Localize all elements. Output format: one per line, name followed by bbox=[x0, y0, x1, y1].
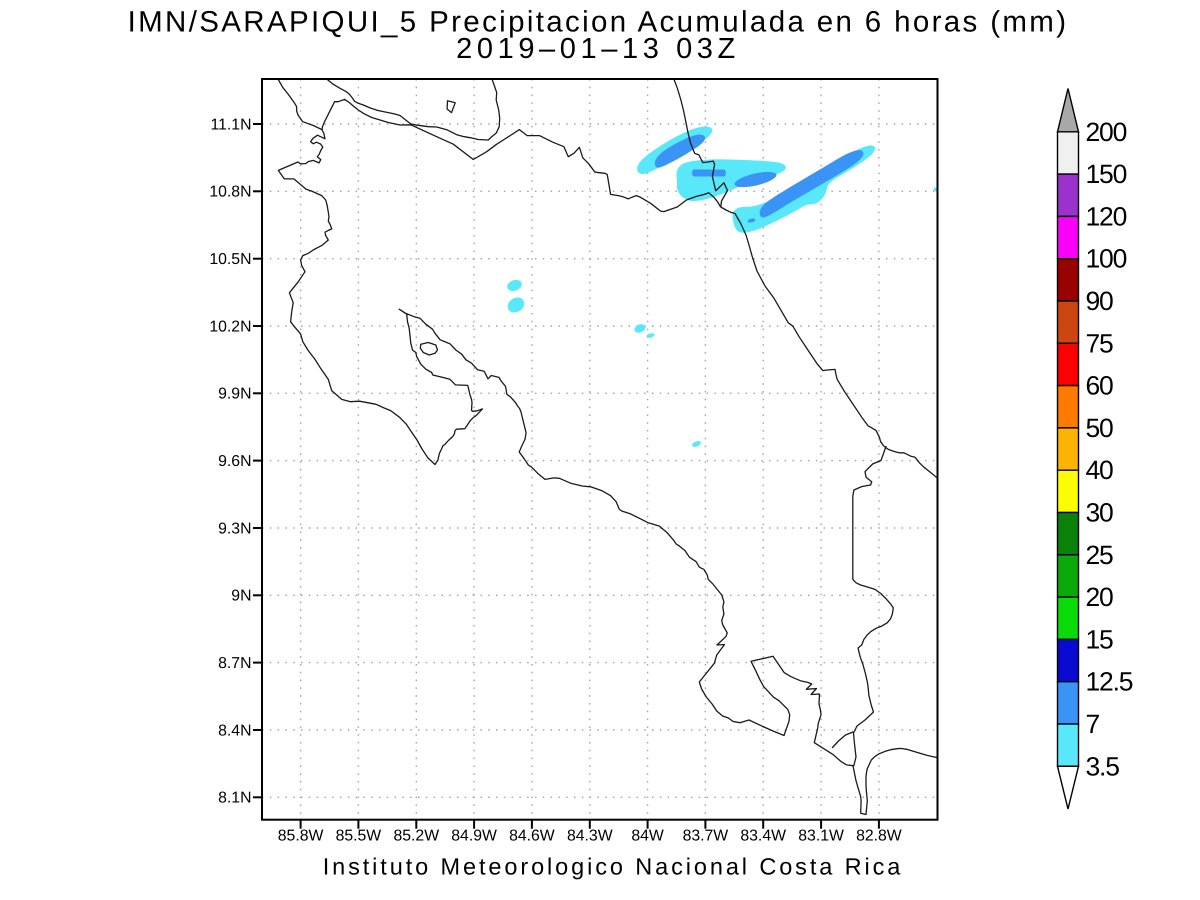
svg-text:75: 75 bbox=[1086, 328, 1114, 358]
svg-text:9.6N: 9.6N bbox=[218, 453, 251, 470]
svg-text:100: 100 bbox=[1086, 244, 1127, 274]
svg-text:9.9N: 9.9N bbox=[218, 386, 251, 403]
svg-text:84.3W: 84.3W bbox=[567, 828, 613, 845]
svg-text:IMN/SARAPIQUI_5 Precipitacion: IMN/SARAPIQUI_5 Precipitacion Acumulada … bbox=[128, 6, 1069, 39]
svg-text:10.2N: 10.2N bbox=[209, 318, 251, 335]
svg-text:8.4N: 8.4N bbox=[218, 722, 251, 739]
svg-text:7: 7 bbox=[1086, 709, 1100, 739]
svg-text:82.8W: 82.8W bbox=[856, 828, 902, 845]
svg-text:20: 20 bbox=[1086, 582, 1114, 612]
svg-text:2019–01–13 03Z: 2019–01–13 03Z bbox=[456, 33, 740, 65]
svg-text:9.3N: 9.3N bbox=[218, 520, 251, 537]
svg-text:85.2W: 85.2W bbox=[393, 828, 439, 845]
svg-text:85.5W: 85.5W bbox=[336, 828, 382, 845]
svg-text:83.7W: 83.7W bbox=[683, 828, 729, 845]
svg-text:12.5: 12.5 bbox=[1086, 667, 1133, 697]
svg-text:30: 30 bbox=[1086, 498, 1114, 528]
svg-text:84.9W: 84.9W bbox=[451, 828, 497, 845]
svg-text:84.6W: 84.6W bbox=[509, 828, 555, 845]
svg-text:10.8N: 10.8N bbox=[209, 184, 251, 201]
svg-text:3.5: 3.5 bbox=[1086, 751, 1120, 781]
svg-text:9N: 9N bbox=[231, 588, 251, 605]
svg-text:84W: 84W bbox=[631, 828, 664, 845]
svg-text:50: 50 bbox=[1086, 413, 1114, 443]
svg-text:150: 150 bbox=[1086, 159, 1127, 189]
svg-text:8.1N: 8.1N bbox=[218, 790, 251, 807]
svg-text:25: 25 bbox=[1086, 540, 1114, 570]
svg-text:60: 60 bbox=[1086, 371, 1114, 401]
svg-text:90: 90 bbox=[1086, 286, 1114, 316]
svg-text:200: 200 bbox=[1086, 117, 1127, 147]
svg-text:10.5N: 10.5N bbox=[209, 251, 251, 268]
svg-text:83.1W: 83.1W bbox=[798, 828, 844, 845]
svg-text:15: 15 bbox=[1086, 624, 1114, 654]
svg-text:85.8W: 85.8W bbox=[278, 828, 324, 845]
svg-text:83.4W: 83.4W bbox=[740, 828, 786, 845]
svg-text:Instituto Meteorologico Nacion: Instituto Meteorologico Nacional Costa R… bbox=[323, 854, 904, 880]
svg-text:120: 120 bbox=[1086, 201, 1127, 231]
svg-text:8.7N: 8.7N bbox=[218, 655, 251, 672]
svg-text:40: 40 bbox=[1086, 455, 1114, 485]
svg-text:11.1N: 11.1N bbox=[211, 116, 252, 133]
